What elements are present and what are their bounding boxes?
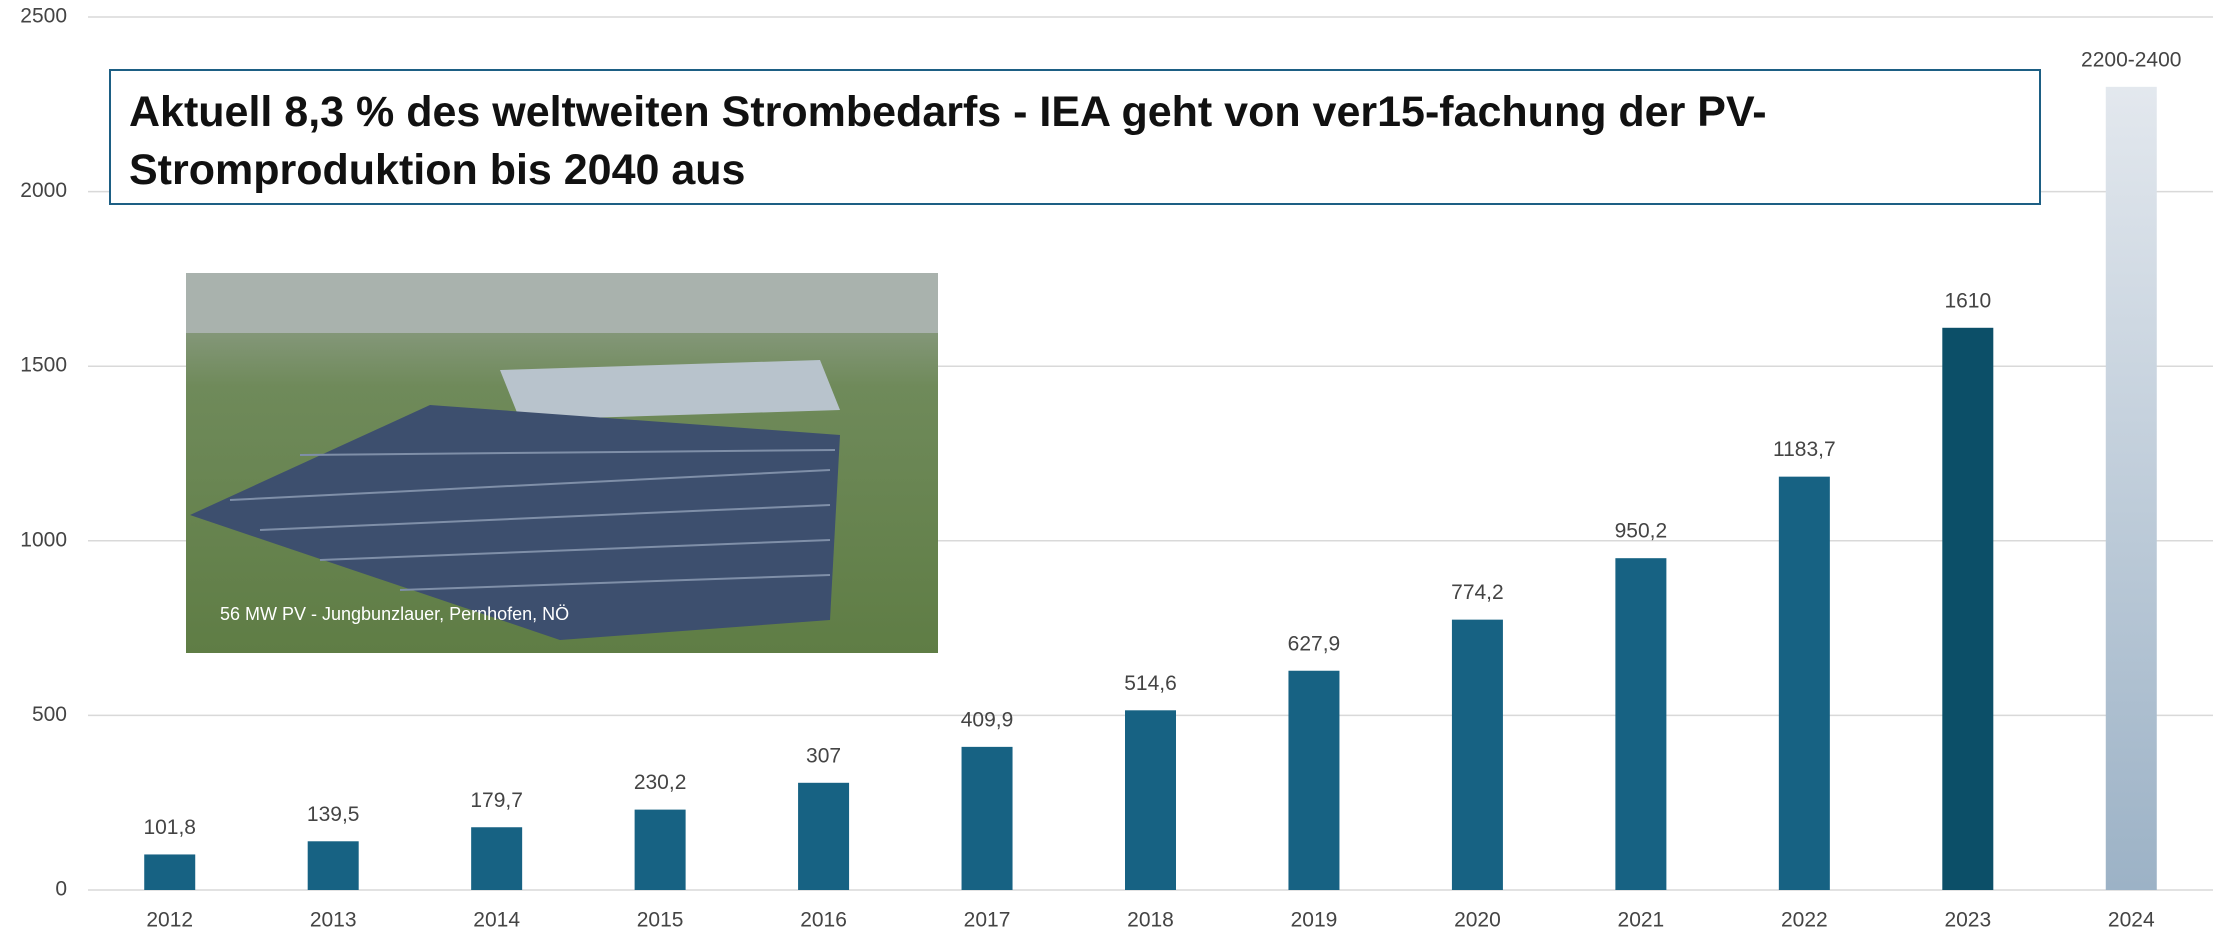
chart-title: Aktuell 8,3 % des weltweiten Strombedarf… bbox=[109, 69, 2041, 205]
x-tick-label: 2020 bbox=[1454, 909, 1501, 932]
y-tick-label: 500 bbox=[32, 703, 67, 726]
y-tick-label: 2000 bbox=[20, 179, 67, 202]
x-tick-label: 2016 bbox=[800, 909, 847, 932]
value-label: 2200-2400 bbox=[2081, 48, 2181, 71]
value-label: 409,9 bbox=[961, 708, 1014, 731]
x-tick-label: 2021 bbox=[1618, 909, 1665, 932]
x-tick-label: 2018 bbox=[1127, 909, 1174, 932]
value-label: 139,5 bbox=[307, 803, 360, 826]
x-tick-label: 2024 bbox=[2108, 909, 2155, 932]
x-tick-label: 2017 bbox=[964, 909, 1011, 932]
x-tick-label: 2013 bbox=[310, 909, 357, 932]
value-label: 950,2 bbox=[1615, 520, 1668, 543]
photo-factory bbox=[500, 360, 840, 420]
bar bbox=[635, 810, 686, 890]
photo-sky bbox=[186, 273, 938, 333]
bar bbox=[1452, 620, 1503, 890]
bar bbox=[962, 747, 1013, 890]
value-label: 627,9 bbox=[1288, 632, 1341, 655]
photo: 56 MW PV - Jungbunzlauer, Pernhofen, NÖ bbox=[186, 273, 938, 653]
value-label: 1183,7 bbox=[1773, 438, 1836, 461]
value-label: 1610 bbox=[1944, 289, 1991, 312]
bar bbox=[1942, 328, 1993, 890]
bar bbox=[2106, 87, 2157, 890]
x-tick-label: 2019 bbox=[1291, 909, 1338, 932]
x-tick-label: 2015 bbox=[637, 909, 684, 932]
bar bbox=[1779, 477, 1830, 890]
bar bbox=[1288, 671, 1339, 890]
bar bbox=[1125, 710, 1176, 890]
y-tick-label: 1000 bbox=[20, 528, 67, 551]
bar bbox=[144, 854, 195, 890]
value-label: 179,7 bbox=[470, 789, 523, 812]
x-tick-label: 2022 bbox=[1781, 909, 1828, 932]
bar bbox=[471, 827, 522, 890]
value-label: 307 bbox=[806, 744, 841, 767]
value-label: 230,2 bbox=[634, 771, 687, 794]
y-tick-label: 2500 bbox=[20, 5, 67, 28]
x-tick-label: 2023 bbox=[1944, 909, 1991, 932]
bar bbox=[798, 783, 849, 890]
x-tick-label: 2012 bbox=[146, 909, 193, 932]
value-label: 101,8 bbox=[143, 816, 196, 839]
y-tick-label: 1500 bbox=[20, 354, 67, 377]
value-label: 774,2 bbox=[1451, 581, 1504, 604]
bar bbox=[1615, 558, 1666, 890]
x-tick-label: 2014 bbox=[473, 909, 520, 932]
photo-caption: 56 MW PV - Jungbunzlauer, Pernhofen, NÖ bbox=[220, 604, 569, 624]
y-tick-label: 0 bbox=[55, 878, 67, 901]
bar bbox=[308, 841, 359, 890]
value-label: 514,6 bbox=[1124, 672, 1177, 695]
